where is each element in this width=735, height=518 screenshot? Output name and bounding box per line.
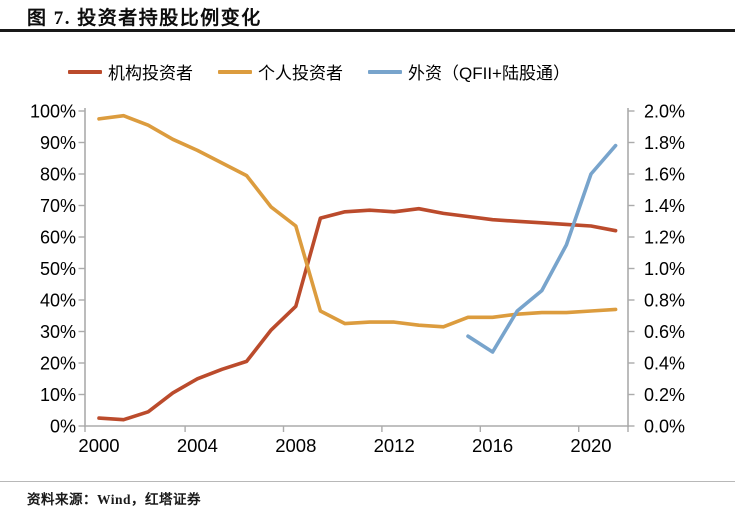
svg-text:100%: 100%	[30, 102, 76, 122]
chart-legend: 机构投资者 个人投资者 外资（QFII+陆股通）	[68, 59, 570, 84]
legend-label: 外资（QFII+陆股通）	[408, 64, 570, 83]
svg-text:1.2%: 1.2%	[644, 228, 685, 248]
svg-text:80%: 80%	[40, 165, 76, 185]
svg-text:0.2%: 0.2%	[644, 385, 685, 405]
svg-text:70%: 70%	[40, 196, 76, 216]
svg-text:40%: 40%	[40, 291, 76, 311]
svg-text:0.4%: 0.4%	[644, 354, 685, 374]
svg-text:0.6%: 0.6%	[644, 322, 685, 342]
svg-text:0.0%: 0.0%	[644, 417, 685, 437]
legend-line-icon	[368, 69, 402, 74]
axis-tick-labels: 0% 10% 20% 30% 40% 50% 60% 70% 80% 90% 100% 0.0% 0.2…	[30, 102, 685, 457]
legend-item-foreign: 外资（QFII+陆股通）	[368, 59, 570, 84]
axis-ticks	[78, 110, 635, 432]
svg-text:1.6%: 1.6%	[644, 165, 685, 185]
svg-text:1.8%: 1.8%	[644, 133, 685, 153]
svg-text:30%: 30%	[40, 322, 76, 342]
svg-text:0.8%: 0.8%	[644, 291, 685, 311]
svg-text:1.4%: 1.4%	[644, 196, 685, 216]
svg-text:20%: 20%	[40, 354, 76, 374]
legend-item-institutional: 机构投资者	[68, 59, 193, 84]
svg-text:2008: 2008	[275, 435, 316, 456]
chart-axes	[84, 108, 629, 427]
svg-text:0%: 0%	[50, 417, 76, 437]
legend-label: 机构投资者	[108, 64, 193, 83]
chart-series	[97, 113, 618, 422]
svg-text:2004: 2004	[177, 435, 218, 456]
svg-text:60%: 60%	[40, 228, 76, 248]
svg-text:2.0%: 2.0%	[644, 102, 685, 122]
legend-label: 个人投资者	[258, 64, 343, 83]
legend-line-icon	[68, 69, 102, 74]
svg-text:1.0%: 1.0%	[644, 259, 685, 279]
legend-line-icon	[218, 69, 252, 74]
svg-text:10%: 10%	[40, 385, 76, 405]
svg-text:90%: 90%	[40, 133, 76, 153]
footer-divider	[0, 481, 735, 482]
svg-text:50%: 50%	[40, 259, 76, 279]
svg-text:2020: 2020	[570, 435, 611, 456]
title-divider	[0, 29, 735, 32]
svg-text:2012: 2012	[374, 435, 415, 456]
legend-item-individual: 个人投资者	[218, 59, 343, 84]
svg-text:2000: 2000	[78, 435, 119, 456]
svg-text:2016: 2016	[472, 435, 513, 456]
figure-title: 图 7. 投资者持股比例变化	[27, 8, 262, 29]
source-note: 资料来源：Wind，红塔证券	[27, 492, 202, 507]
